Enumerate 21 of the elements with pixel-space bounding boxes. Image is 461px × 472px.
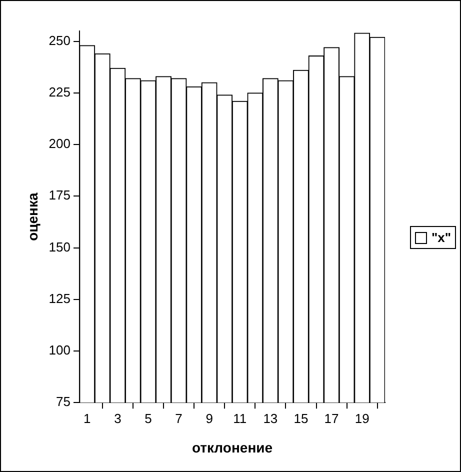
y-tick-label: 175 [48, 188, 70, 203]
y-tick-label: 125 [48, 290, 70, 306]
y-tick-label: 250 [48, 32, 70, 48]
x-tick-label: 13 [263, 410, 278, 426]
y-tick-label: 200 [48, 136, 70, 152]
x-tick-label: 15 [294, 410, 308, 426]
x-tick-label: 1 [84, 410, 91, 426]
y-tick-label: 100 [48, 342, 70, 358]
x-tick-label: 9 [206, 410, 213, 426]
x-tick-label: 7 [175, 410, 182, 426]
y-tick-label: 75 [56, 394, 70, 410]
x-axis-title: отклонение [192, 439, 273, 456]
y-tick-label: 150 [48, 239, 70, 254]
y-tick-label: 225 [48, 84, 70, 100]
x-tick-label: 17 [324, 410, 339, 426]
x-tick-label: 3 [114, 410, 122, 426]
text: "x" [431, 230, 451, 245]
x-tick-label: 19 [354, 410, 370, 426]
x-tick-label: 11 [233, 410, 247, 426]
x-tick-label: 5 [144, 410, 152, 426]
y-axis-title: оценка [24, 192, 40, 241]
